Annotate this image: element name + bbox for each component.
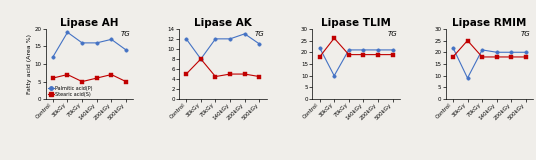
- Text: TG: TG: [255, 31, 264, 37]
- Title: Lipase AH: Lipase AH: [60, 18, 118, 28]
- Title: Lipase TLIM: Lipase TLIM: [321, 18, 391, 28]
- Title: Lipase AK: Lipase AK: [194, 18, 251, 28]
- Text: TG: TG: [388, 31, 397, 37]
- Legend: Palmitic acid(P), Stearic acid(S): Palmitic acid(P), Stearic acid(S): [48, 86, 93, 97]
- Y-axis label: Fatty acid (Area %): Fatty acid (Area %): [27, 34, 32, 94]
- Text: TG: TG: [121, 31, 131, 37]
- Text: TG: TG: [521, 31, 531, 37]
- Title: Lipase RMIM: Lipase RMIM: [452, 18, 527, 28]
